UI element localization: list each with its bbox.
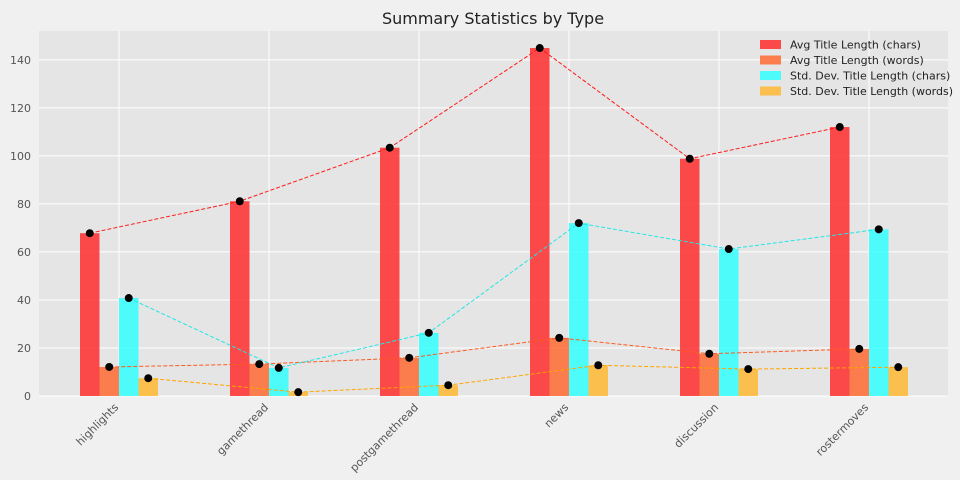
x-tick-label: highlights: [74, 401, 122, 449]
y-tick-label: 120: [10, 102, 31, 115]
data-point: [894, 363, 903, 372]
x-tick-label: news: [542, 401, 572, 431]
y-axis: 0 20 40 60 80 100 120 140: [10, 54, 31, 403]
y-tick-label: 60: [17, 246, 31, 259]
data-point: [574, 219, 583, 228]
data-point: [385, 143, 394, 152]
data-point: [555, 333, 564, 342]
bar: [80, 233, 100, 396]
bar: [549, 337, 569, 396]
bar: [569, 223, 589, 396]
legend-label: Avg Title Length (chars): [790, 39, 921, 52]
series-lines: [89, 47, 899, 393]
data-point: [424, 328, 433, 337]
data-point: [405, 353, 414, 362]
bar: [249, 364, 269, 396]
data-point: [105, 362, 114, 371]
x-tick-label: postgamethread: [348, 401, 422, 475]
x-tick-label: discussion: [672, 401, 722, 451]
data-point: [855, 344, 864, 353]
bar: [419, 332, 439, 396]
legend-swatch: [760, 55, 781, 65]
data-point: [444, 381, 453, 390]
bar: [99, 366, 119, 396]
data-point: [294, 388, 303, 397]
bar: [699, 353, 719, 396]
bar: [830, 127, 850, 396]
y-tick-label: 20: [17, 342, 31, 355]
series-line: [89, 47, 840, 234]
legend-label: Avg Title Length (words): [790, 54, 924, 67]
y-tick-label: 140: [10, 54, 31, 67]
data-point: [744, 365, 753, 374]
series-points: [85, 44, 903, 397]
data-point: [535, 44, 544, 53]
bars: [80, 48, 908, 396]
x-tick-label: gamethread: [214, 401, 271, 458]
y-tick-label: 100: [10, 150, 31, 163]
legend-swatch: [760, 86, 781, 96]
legend-swatch: [760, 71, 781, 80]
data-point: [594, 361, 603, 370]
bar: [719, 249, 739, 396]
legend: Avg Title Length (chars) Avg Title Length…: [760, 39, 953, 98]
legend-label: Std. Dev. Title Length (words): [790, 85, 953, 98]
data-point: [724, 245, 733, 254]
bar: [738, 369, 758, 396]
x-axis: highlights gamethread postgamethread news di…: [74, 401, 872, 475]
data-point: [124, 294, 133, 303]
legend-label: Std. Dev. Title Length (chars): [790, 70, 950, 83]
bar: [680, 158, 700, 396]
data-point: [685, 154, 694, 163]
data-point: [235, 197, 244, 206]
data-point: [144, 374, 153, 383]
bar: [380, 147, 400, 396]
y-tick-label: 0: [24, 390, 31, 403]
bar: [869, 229, 889, 396]
data-point: [874, 225, 883, 234]
series-line: [148, 364, 899, 393]
plot-area: [39, 31, 948, 396]
series-line: [109, 337, 860, 368]
bar: [230, 201, 250, 396]
data-point: [85, 229, 94, 238]
y-tick-label: 40: [17, 294, 31, 307]
legend-swatch: [760, 40, 781, 49]
y-tick-label: 80: [17, 198, 31, 211]
chart-title: Summary Statistics by Type: [382, 9, 604, 28]
bar: [399, 357, 419, 396]
bar: [530, 48, 550, 396]
bar: [138, 378, 158, 396]
data-point: [705, 349, 714, 358]
bar: [849, 348, 869, 396]
bar: [888, 367, 908, 396]
bar: [119, 298, 139, 396]
data-point: [274, 363, 283, 372]
data-point: [835, 123, 844, 132]
bar: [438, 385, 458, 396]
bar: [588, 365, 608, 396]
bar: [269, 367, 289, 396]
data-point: [255, 360, 264, 369]
x-tick-label: rostermoves: [813, 401, 871, 459]
